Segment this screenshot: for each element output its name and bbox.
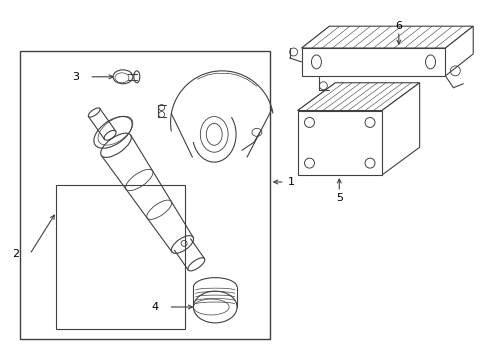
Bar (297, 111, 381, 175)
Polygon shape (297, 83, 419, 111)
Text: 1: 1 (287, 177, 294, 187)
Text: 3: 3 (72, 72, 79, 82)
Bar (20, 51, 269, 339)
Bar (301, 48, 445, 76)
Text: 6: 6 (394, 21, 402, 31)
Polygon shape (301, 26, 472, 48)
Text: 2: 2 (12, 249, 19, 260)
Text: 5: 5 (335, 193, 342, 203)
Bar (56, 185, 185, 329)
Polygon shape (381, 83, 419, 175)
Text: 4: 4 (151, 302, 158, 312)
Polygon shape (445, 26, 472, 76)
